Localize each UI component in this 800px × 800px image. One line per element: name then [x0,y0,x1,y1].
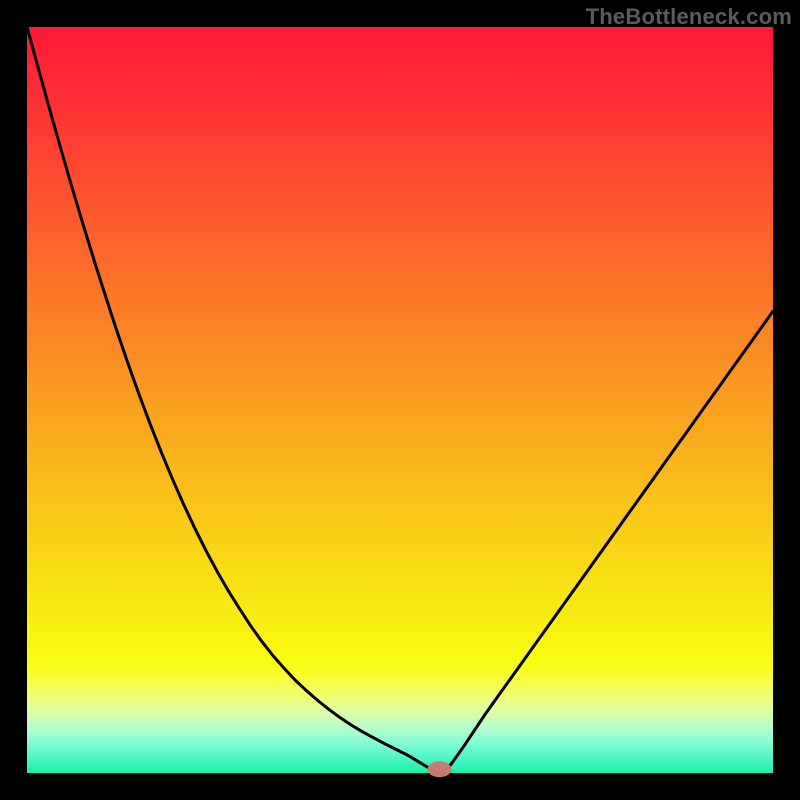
plot-background [27,27,773,773]
optimum-marker [428,761,452,777]
bottleneck-chart [0,0,800,800]
watermark-text: TheBottleneck.com [586,4,792,30]
chart-container: TheBottleneck.com [0,0,800,800]
